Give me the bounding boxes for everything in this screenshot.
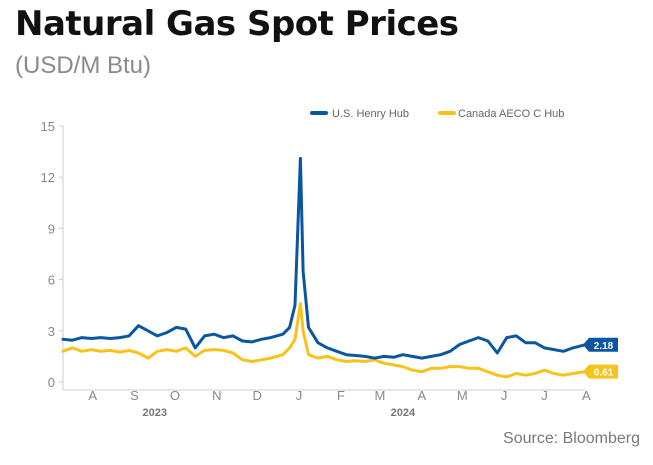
x-tick-label: N — [212, 388, 221, 403]
x-year-label: 2024 — [391, 407, 416, 419]
end-label-bg-henry — [583, 337, 618, 352]
y-tick-label: 6 — [48, 273, 55, 288]
end-label-henry: 2.18 — [594, 341, 614, 352]
end-label-aeco: 0.61 — [594, 368, 614, 379]
chart-title: Natural Gas Spot Prices — [15, 4, 459, 44]
x-tick-label: O — [170, 388, 180, 403]
x-tick-label: A — [582, 388, 591, 403]
y-tick-label: 0 — [48, 375, 55, 390]
end-label-bg-aeco — [583, 364, 618, 379]
x-tick-label: A — [417, 388, 426, 403]
x-tick-label: J — [541, 388, 548, 403]
legend-label-henry: U.S. Henry Hub — [332, 108, 409, 120]
x-tick-label: A — [88, 388, 97, 403]
y-tick-label: 3 — [48, 324, 55, 339]
x-tick-label: M — [375, 388, 386, 403]
y-tick-label: 15 — [41, 119, 55, 134]
x-tick-label: F — [337, 388, 345, 403]
x-tick-label: M — [457, 388, 468, 403]
y-tick-label: 12 — [41, 170, 55, 185]
chart-legend: U.S. Henry Hub Canada AECO C Hub — [310, 108, 564, 120]
series-line-henry — [61, 156, 587, 360]
legend-label-aeco: Canada AECO C Hub — [458, 108, 564, 120]
x-tick-label: S — [130, 388, 139, 403]
x-year-label: 2023 — [142, 407, 166, 419]
x-tick-label: J — [501, 388, 508, 403]
x-tick-label: D — [253, 388, 262, 403]
line-chart: U.S. Henry Hub Canada AECO C Hub 0 3 6 9 12 1… — [41, 108, 618, 419]
source-note: Source: Bloomberg — [503, 430, 640, 447]
x-tick-label: J — [296, 388, 303, 403]
series-line-aeco — [61, 302, 587, 379]
y-tick-label: 9 — [48, 221, 55, 236]
chart-subtitle: (USD/M Btu) — [15, 52, 152, 79]
